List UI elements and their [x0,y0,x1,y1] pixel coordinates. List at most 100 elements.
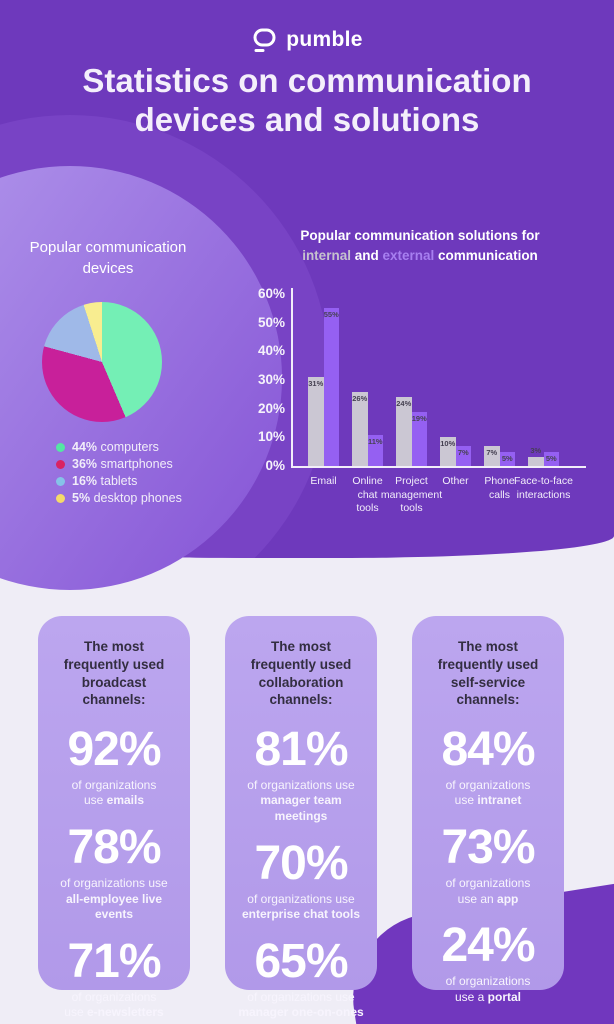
legend-pct: 16% [72,474,98,488]
stat: 84% of organizations use intranet [422,723,554,809]
pumble-logo: pumble [0,27,614,53]
brand-name: pumble [286,28,363,51]
bar-external: 5% [499,451,515,466]
stat-caption: of organizations use emails [48,778,180,810]
legend-pct: 44% [72,440,98,454]
caption-line1: of organizations [71,777,157,792]
bar-value-label: 5% [501,453,513,463]
stat-value: 84% [441,723,535,777]
legend-text: 36% smartphones [72,457,173,471]
y-axis-tick: 40% [257,343,285,359]
page-title: Statistics on communication devices and … [82,62,532,138]
x-axis-label: Face-to-face interactions [514,475,573,501]
y-axis-tick: 10% [257,429,285,445]
legend-label: smartphones [100,457,173,471]
bar-internal: 10% [440,437,456,466]
stat: 92% of organizations use emails [48,724,180,810]
bar-value-label: 5% [545,453,557,463]
legend-swatch [56,493,65,503]
legend-swatch [56,459,65,469]
card-heading: The most frequently used broadcast chann… [63,639,165,708]
bar-group: 26% 11% Online chat tools [352,391,383,514]
stat-value: 24% [441,919,535,973]
caption-line1: of organizations [445,875,531,890]
x-axis-label: Other [442,475,469,487]
stat-caption: of organizations use manager team meeting… [235,778,367,825]
stat-value: 71% [67,935,161,989]
legend-item: 36% smartphones [56,457,182,471]
caption-line2-bold: all-employee live events [65,891,163,922]
bar-external: 11% [367,434,383,466]
card-heading: The most frequently used self-service ch… [437,639,539,708]
stat-caption: of organizations use an app [422,876,554,908]
legend-label: computers [100,440,159,454]
bar-value-label: 31% [308,379,324,389]
bar-value-label: 19% [411,413,427,423]
caption-line1: of organizations use [247,989,355,1004]
caption-line2-bold: manager one-on-ones [238,1005,364,1020]
bar-title-lead: Popular communication solutions for [300,228,540,243]
bar-external: 5% [543,451,559,466]
bar-group: 31% 55% Email [308,308,339,487]
caption-line2-prefix: use a [454,989,488,1004]
stat-caption: of organizations use e-newsletters [48,990,180,1022]
caption-line2-prefix: use [64,1005,87,1020]
x-axis-label: Phone calls [484,475,515,501]
caption-line2-bold: e-newsletters [86,1005,164,1020]
caption-line1: of organizations [445,777,531,792]
y-axis-tick: 50% [257,314,285,330]
bar-external: 7% [455,445,471,466]
pie-chart-title: Popular communication devices [29,239,187,277]
legend-item: 5% desktop phones [56,491,182,505]
bar-value-label: 10% [440,439,456,449]
legend-swatch [56,442,65,452]
stat: 73% of organizations use an app [422,822,554,908]
legend-text: 5% desktop phones [72,491,182,505]
bar-group: 24% 19% Project management tools [381,397,442,514]
legend-text: 44% computers [72,440,159,454]
bar-internal: 24% [396,397,412,466]
bar-external: 55% [323,308,339,466]
stat: 81% of organizations use manager team mee… [235,724,367,825]
bar-value-label: 26% [352,393,368,403]
bar-internal: 26% [352,391,368,466]
bar-group: 3% 5% Face-to-face interactions [514,446,573,500]
x-axis-label: Email [310,475,337,487]
bar-value-label: 7% [486,447,498,457]
caption-line2-bold: app [497,891,519,906]
caption-line2-bold: enterprise chat tools [241,907,361,922]
caption-line2-bold: emails [106,793,145,808]
stat: 71% of organizations use e-newsletters [48,935,180,1022]
bar-group: 10% 7% Other [440,437,471,487]
card-heading: The most frequently used collaboration c… [250,639,352,708]
stat-caption: of organizations use all-employee live ev… [48,876,180,923]
caption-line2-prefix: use an [457,891,498,906]
bar-plot: 0% 10% 20% 30% 40% 50% 60% 31% 55% Email 26% 11% Onl… [258,286,586,514]
card-collaboration-channels: The most frequently used collaboration c… [225,616,377,1019]
stat-value: 78% [67,821,161,875]
bar-chart-title: Popular communication solutions for inte… [240,226,600,265]
caption-line2-prefix: use [454,793,478,808]
bar-value-label: 7% [457,447,469,457]
pie-legend: 44% computers 36% smartphones 16% tablet… [56,440,182,505]
legend-pct: 5% [72,491,91,505]
legend-item: 44% computers [56,440,182,454]
stat: 65% of organizations use manager one-on-o… [235,936,367,1022]
stat: 70% of organizations use enterprise chat … [235,837,367,923]
y-axis-tick: 60% [257,286,285,301]
caption-line2-prefix: use [83,793,107,808]
stat-value: 70% [254,837,348,891]
legend-swatch [56,476,65,486]
card-self-service-channels: The most frequently used self-service ch… [412,616,564,1004]
pie-chart [42,302,162,422]
caption-line1: of organizations [445,973,531,988]
x-axis-label: Online chat tools [352,475,383,515]
bar-chart: 0% 10% 20% 30% 40% 50% 60% 31% 55% Email 26% 11% Onl… [258,286,586,514]
bar-title-external: external [382,247,435,263]
legend-label: tablets [100,474,138,488]
stat-cards: The most frequently used broadcast chann… [38,616,564,1019]
caption-line2-bold: portal [487,989,522,1004]
stat: 24% of organizations use a portal [422,919,554,1005]
stat-caption: of organizations use manager one-on-ones [235,990,367,1022]
